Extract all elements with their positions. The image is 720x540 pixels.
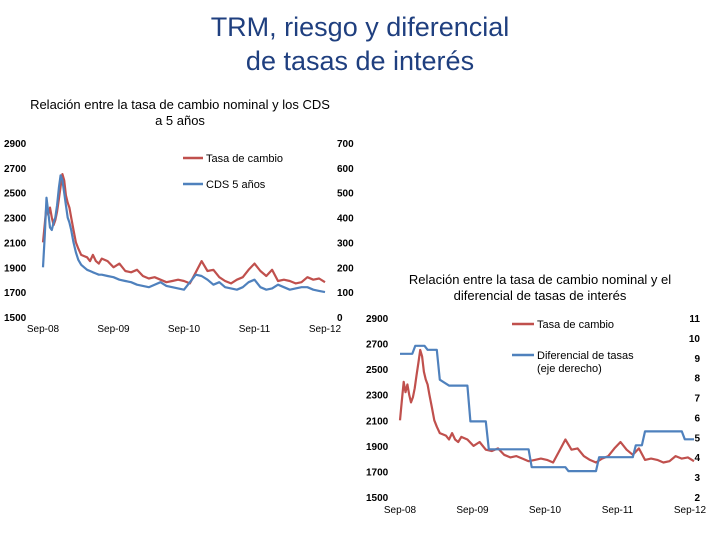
- y-left-tick-label: 2700: [366, 340, 389, 351]
- chart-2-title: Relación entre la tasa de cambio nominal…: [408, 272, 672, 303]
- y-right-tick-label: 500: [337, 189, 354, 200]
- y-right-tick-label: 200: [337, 263, 354, 274]
- y-right-tick-label: 11: [689, 314, 700, 325]
- y-right-tick-label: 600: [337, 164, 354, 175]
- series-line-exchange-rate: [41, 173, 326, 285]
- chart-1-title: Relación entre la tasa de cambio nominal…: [30, 97, 330, 128]
- y-left-tick-label: 1700: [366, 467, 389, 478]
- y-right-tick-label: 9: [694, 354, 700, 365]
- y-left-tick-label: 1900: [366, 442, 389, 453]
- y-right-tick-label: 2: [694, 493, 700, 504]
- y-right-tick-label: 3: [694, 473, 700, 484]
- y-left-tick-label: 2500: [366, 365, 389, 376]
- x-tick-label: Sep-08: [384, 505, 417, 516]
- y-right-tick-label: 10: [689, 334, 701, 345]
- y-right-tick-label: 100: [337, 288, 354, 299]
- y-left-tick-label: 1500: [4, 313, 27, 324]
- legend-label: Tasa de cambio: [206, 153, 283, 165]
- x-tick-label: Sep-11: [602, 505, 634, 516]
- x-tick-label: Sep-12: [674, 505, 707, 516]
- y-left-tick-label: 1500: [366, 493, 389, 504]
- x-tick-label: Sep-12: [309, 324, 342, 335]
- x-tick-label: Sep-09: [456, 505, 489, 516]
- y-right-tick-label: 5: [694, 433, 700, 444]
- y-left-tick-label: 1900: [4, 263, 27, 274]
- y-left-tick-label: 2900: [4, 139, 27, 150]
- x-tick-label: Sep-11: [239, 324, 271, 335]
- series-line-rate-differential: [400, 344, 694, 473]
- x-tick-label: Sep-10: [529, 505, 562, 516]
- legend-label: CDS 5 años: [206, 179, 266, 191]
- y-left-tick-label: 2700: [4, 164, 27, 175]
- series-line-cds: [41, 174, 326, 294]
- y-left-tick-label: 2900: [366, 314, 389, 325]
- y-left-tick-label: 2300: [4, 214, 27, 225]
- y-left-tick-label: 2300: [366, 391, 389, 402]
- y-right-tick-label: 400: [337, 214, 354, 225]
- y-left-tick-label: 2100: [4, 238, 27, 249]
- page-title-line-1: TRM, riesgo y diferencial: [210, 12, 510, 42]
- y-right-tick-label: 0: [337, 313, 343, 324]
- x-tick-label: Sep-10: [168, 324, 201, 335]
- x-tick-label: Sep-09: [97, 324, 130, 335]
- legend-label: Tasa de cambio: [537, 319, 614, 331]
- y-right-tick-label: 700: [337, 139, 354, 150]
- x-tick-label: Sep-08: [27, 324, 60, 335]
- y-right-tick-label: 300: [337, 238, 354, 249]
- y-left-tick-label: 2100: [366, 416, 389, 427]
- page-title-line-2: de tasas de interés: [245, 46, 475, 76]
- y-right-tick-label: 6: [694, 413, 700, 424]
- y-right-tick-label: 8: [694, 374, 700, 385]
- legend-label: Diferencial de tasas (eje derecho): [537, 350, 634, 375]
- y-right-tick-label: 4: [694, 453, 700, 464]
- y-left-tick-label: 1700: [4, 288, 27, 299]
- y-left-tick-label: 2500: [4, 189, 27, 200]
- y-right-tick-label: 7: [694, 394, 700, 405]
